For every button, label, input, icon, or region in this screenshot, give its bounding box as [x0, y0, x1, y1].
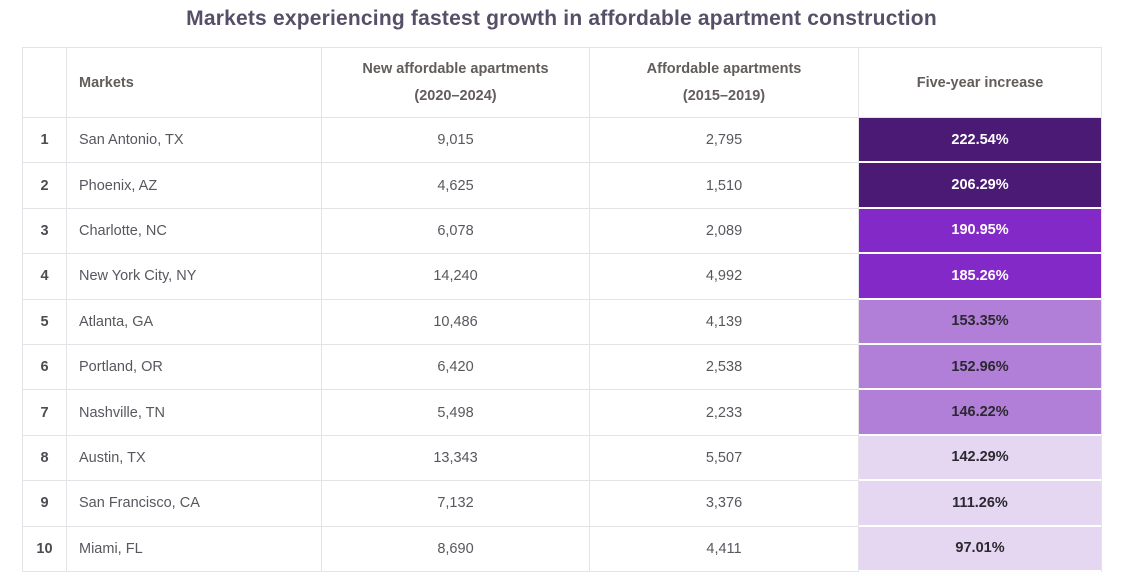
table-row: 3 Charlotte, NC 6,078 2,089 190.95%	[23, 208, 1101, 255]
old-units-cell: 2,233	[590, 390, 859, 436]
market-cell: Phoenix, AZ	[67, 163, 322, 209]
new-units-cell: 4,625	[322, 163, 590, 209]
header-five-year-increase: Five-year increase	[859, 48, 1101, 118]
header-rank	[23, 48, 67, 118]
rank-cell: 2	[23, 163, 67, 209]
rank-cell: 3	[23, 208, 67, 255]
new-units-cell: 7,132	[322, 481, 590, 527]
table-row: 8 Austin, TX 13,343 5,507 142.29%	[23, 435, 1101, 482]
header-new-apartments: New affordable apartments (2020–2024)	[322, 48, 590, 118]
page-title: Markets experiencing fastest growth in a…	[186, 7, 937, 30]
old-units-cell: 2,089	[590, 208, 859, 255]
increase-cell: 185.26%	[859, 254, 1101, 300]
market-cell: Portland, OR	[67, 344, 322, 391]
header-markets: Markets	[67, 48, 322, 118]
header-row: Markets New affordable apartments (2020–…	[23, 48, 1101, 118]
market-cell: Miami, FL	[67, 526, 322, 572]
new-units-cell: 6,078	[322, 208, 590, 255]
new-units-cell: 6,420	[322, 344, 590, 391]
table-row: 9 San Francisco, CA 7,132 3,376 111.26%	[23, 481, 1101, 527]
header-old-apartments-line1: Affordable apartments	[646, 60, 802, 77]
old-units-cell: 5,507	[590, 435, 859, 482]
old-units-cell: 1,510	[590, 163, 859, 209]
rank-cell: 5	[23, 299, 67, 345]
increase-cell: 222.54%	[859, 118, 1101, 164]
rank-cell: 10	[23, 526, 67, 572]
increase-cell: 97.01%	[859, 526, 1101, 572]
table-body: 1 San Antonio, TX 9,015 2,795 222.54% 2 Phoeni…	[23, 118, 1101, 572]
rank-cell: 7	[23, 390, 67, 436]
table-row: 2 Phoenix, AZ 4,625 1,510 206.29%	[23, 163, 1101, 209]
old-units-cell: 2,538	[590, 344, 859, 391]
table-row: 7 Nashville, TN 5,498 2,233 146.22%	[23, 390, 1101, 436]
new-units-cell: 9,015	[322, 118, 590, 164]
rank-cell: 9	[23, 481, 67, 527]
old-units-cell: 4,992	[590, 254, 859, 300]
table-header: Markets New affordable apartments (2020–…	[23, 48, 1101, 118]
rank-cell: 8	[23, 435, 67, 482]
increase-cell: 111.26%	[859, 481, 1101, 527]
table-row: 4 New York City, NY 14,240 4,992 185.26%	[23, 254, 1101, 300]
header-new-apartments-line1: New affordable apartments	[362, 60, 549, 77]
market-cell: Austin, TX	[67, 435, 322, 482]
market-cell: New York City, NY	[67, 254, 322, 300]
new-units-cell: 10,486	[322, 299, 590, 345]
increase-cell: 190.95%	[859, 208, 1101, 255]
old-units-cell: 3,376	[590, 481, 859, 527]
table-row: 10 Miami, FL 8,690 4,411 97.01%	[23, 526, 1101, 572]
header-old-apartments: Affordable apartments (2015–2019)	[590, 48, 859, 118]
market-cell: Atlanta, GA	[67, 299, 322, 345]
increase-cell: 153.35%	[859, 299, 1101, 345]
header-old-apartments-line2: (2015–2019)	[682, 87, 766, 104]
market-cell: San Francisco, CA	[67, 481, 322, 527]
increase-cell: 146.22%	[859, 390, 1101, 436]
increase-cell: 142.29%	[859, 435, 1101, 482]
markets-table: Markets New affordable apartments (2020–…	[22, 47, 1102, 572]
increase-cell: 206.29%	[859, 163, 1101, 209]
rank-cell: 1	[23, 118, 67, 164]
table-row: 6 Portland, OR 6,420 2,538 152.96%	[23, 344, 1101, 391]
new-units-cell: 5,498	[322, 390, 590, 436]
rank-cell: 6	[23, 344, 67, 391]
new-units-cell: 13,343	[322, 435, 590, 482]
old-units-cell: 2,795	[590, 118, 859, 164]
increase-cell: 152.96%	[859, 344, 1101, 391]
table-row: 1 San Antonio, TX 9,015 2,795 222.54%	[23, 118, 1101, 164]
market-cell: Nashville, TN	[67, 390, 322, 436]
new-units-cell: 8,690	[322, 526, 590, 572]
old-units-cell: 4,411	[590, 526, 859, 572]
market-cell: Charlotte, NC	[67, 208, 322, 255]
rank-cell: 4	[23, 254, 67, 300]
header-new-apartments-line2: (2020–2024)	[414, 87, 497, 104]
new-units-cell: 14,240	[322, 254, 590, 300]
table-row: 5 Atlanta, GA 10,486 4,139 153.35%	[23, 299, 1101, 345]
market-cell: San Antonio, TX	[67, 118, 322, 164]
old-units-cell: 4,139	[590, 299, 859, 345]
